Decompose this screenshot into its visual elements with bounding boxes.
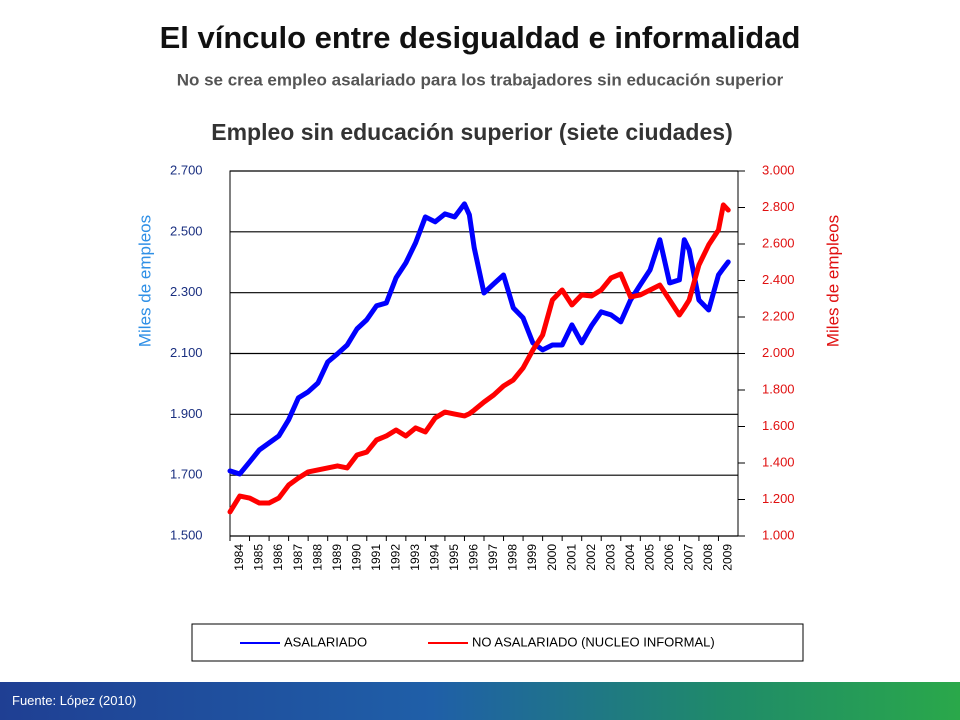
x-tick-label: 1998: [506, 544, 520, 571]
y-tick-label: 2.100: [170, 345, 203, 360]
y-axis-title: Miles de empleos: [135, 215, 154, 347]
y2-tick-label: 2.200: [762, 308, 795, 323]
slide-subtitle: No se crea empleo asalariado para los tr…: [177, 70, 784, 89]
y2-tick-label: 1.600: [762, 418, 795, 433]
y2-tick-label: 1.000: [762, 527, 795, 542]
y-tick-label: 1.700: [170, 467, 203, 482]
x-tick-label: 1989: [330, 544, 344, 571]
x-tick-label: 2006: [662, 544, 676, 571]
x-tick-label: 1988: [310, 544, 324, 571]
y2-tick-label: 2.800: [762, 199, 795, 214]
x-tick-label: 1990: [349, 544, 363, 571]
chart-title: Empleo sin educación superior (siete ciu…: [211, 119, 732, 145]
x-tick-label: 1986: [271, 544, 285, 571]
x-tick-label: 1992: [388, 544, 402, 571]
x-tick-label: 1991: [369, 544, 383, 571]
y2-tick-label: 1.400: [762, 454, 795, 469]
legend-label: NO ASALARIADO (NUCLEO INFORMAL): [472, 634, 715, 649]
y2-tick-label: 1.200: [762, 491, 795, 506]
x-tick-label: 1997: [486, 544, 500, 571]
footer-bar: Fuente: López (2010): [0, 682, 960, 720]
x-tick-label: 2003: [603, 544, 617, 571]
y-tick-label: 1.900: [170, 406, 203, 421]
y2-tick-label: 2.400: [762, 272, 795, 287]
legend-label: ASALARIADO: [284, 634, 367, 649]
x-tick-label: 2000: [545, 544, 559, 571]
y2-tick-label: 1.800: [762, 381, 795, 396]
y2-tick-label: 2.600: [762, 235, 795, 250]
y2-tick-label: 2.000: [762, 345, 795, 360]
x-tick-label: 1995: [447, 544, 461, 571]
series-line: [227, 202, 731, 515]
x-tick-label: 1996: [467, 544, 481, 571]
x-tick-label: 2005: [642, 544, 656, 571]
x-tick-label: 1993: [408, 544, 422, 571]
y-tick-label: 2.700: [170, 162, 203, 177]
y-tick-label: 2.500: [170, 223, 203, 238]
y-tick-label: 2.300: [170, 284, 203, 299]
x-tick-label: 1987: [291, 544, 305, 571]
y2-tick-label: 3.000: [762, 162, 795, 177]
x-tick-label: 2009: [721, 544, 735, 571]
x-tick-label: 2004: [623, 544, 637, 571]
x-tick-label: 2007: [682, 544, 696, 571]
y2-axis-title: Miles de empleos: [823, 215, 842, 347]
slide: El vínculo entre desigualdad e informali…: [135, 20, 842, 662]
source: Fuente: López (2010): [12, 693, 137, 708]
y-tick-label: 1.500: [170, 527, 203, 542]
x-tick-label: 2001: [564, 544, 578, 571]
x-tick-label: 1994: [428, 544, 442, 571]
x-tick-label: 1985: [252, 544, 266, 571]
x-tick-label: 2008: [701, 544, 715, 571]
slide-title: El vínculo entre desigualdad e informali…: [160, 20, 801, 55]
legend-box: [191, 623, 804, 662]
series-line: [227, 201, 731, 477]
x-tick-label: 1999: [525, 544, 539, 571]
x-tick-label: 1984: [232, 544, 246, 571]
x-tick-label: 2002: [584, 544, 598, 571]
